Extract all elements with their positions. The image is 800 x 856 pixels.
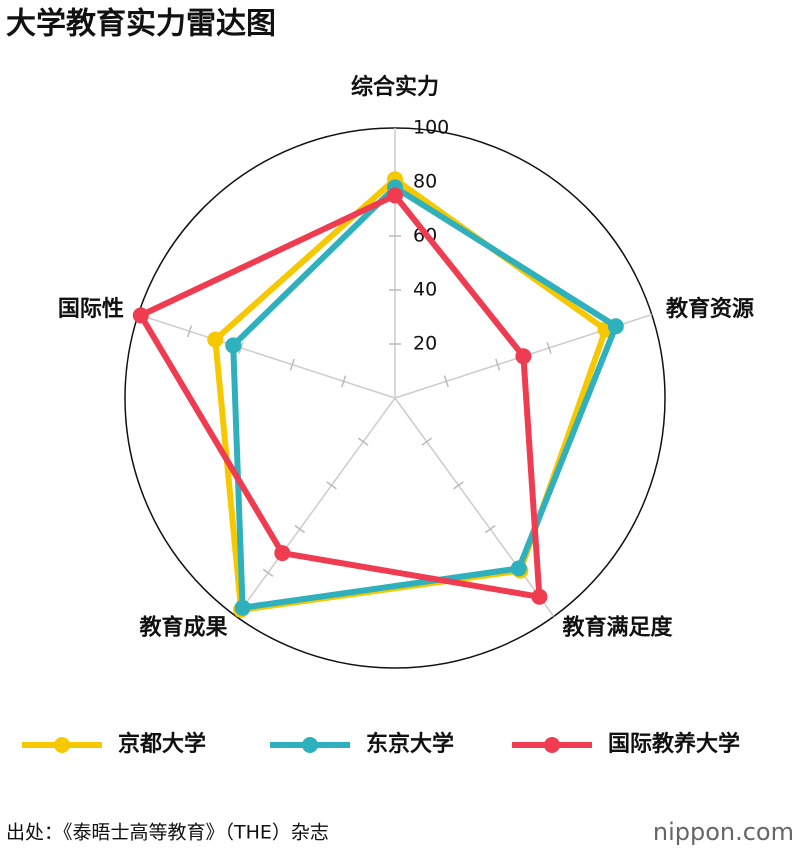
legend-label: 东京大学 xyxy=(366,731,454,757)
axis-line xyxy=(137,313,396,399)
source: 出处：《泰晤士高等教育》（THE）杂志 xyxy=(6,822,329,844)
tick-mark xyxy=(262,568,274,577)
legend-label: 国际教养大学 xyxy=(608,731,740,757)
category-label: 国际性 xyxy=(58,297,124,322)
legend-marker xyxy=(54,737,70,753)
legend-marker xyxy=(302,737,318,753)
tick-mark xyxy=(495,358,501,371)
logo: nippon.com xyxy=(653,818,794,846)
tick-mark xyxy=(294,524,306,534)
chart-title: 大学教育实力雷达图 xyxy=(6,7,276,42)
category-label: 教育满足度 xyxy=(563,615,674,641)
series-line xyxy=(230,184,619,611)
data-point xyxy=(225,337,242,354)
data-point xyxy=(132,307,149,324)
tick-mark xyxy=(238,342,244,354)
tick-mark xyxy=(484,524,496,534)
data-point xyxy=(531,588,548,605)
tick-mark xyxy=(289,358,295,371)
tick-mark xyxy=(187,325,193,338)
tick-mark xyxy=(421,437,433,446)
data-point xyxy=(510,560,527,577)
data-point xyxy=(607,318,624,335)
r-tick-label: 100 xyxy=(413,117,449,139)
axis-line xyxy=(394,397,555,617)
tick-mark xyxy=(453,481,464,490)
category-label: 综合实力 xyxy=(351,74,439,100)
tick-mark xyxy=(326,481,337,490)
r-tick-label: 40 xyxy=(413,279,437,301)
r-tick-label: 20 xyxy=(413,333,437,355)
data-point xyxy=(515,348,532,365)
tick-mark xyxy=(546,342,552,354)
data-point xyxy=(387,187,403,204)
legend-marker xyxy=(544,737,560,753)
tick-mark xyxy=(341,375,347,388)
series-line xyxy=(212,176,609,613)
category-label: 教育资源 xyxy=(666,296,754,322)
data-point xyxy=(274,545,291,562)
legend-label: 京都大学 xyxy=(118,731,206,757)
axis-line xyxy=(235,397,396,617)
tick-mark xyxy=(357,437,369,446)
category-label: 教育成果 xyxy=(139,615,227,641)
tick-mark xyxy=(443,375,449,388)
series-line xyxy=(137,192,543,600)
r-tick-label: 80 xyxy=(413,171,437,193)
data-point xyxy=(234,599,251,616)
data-point xyxy=(207,331,224,348)
